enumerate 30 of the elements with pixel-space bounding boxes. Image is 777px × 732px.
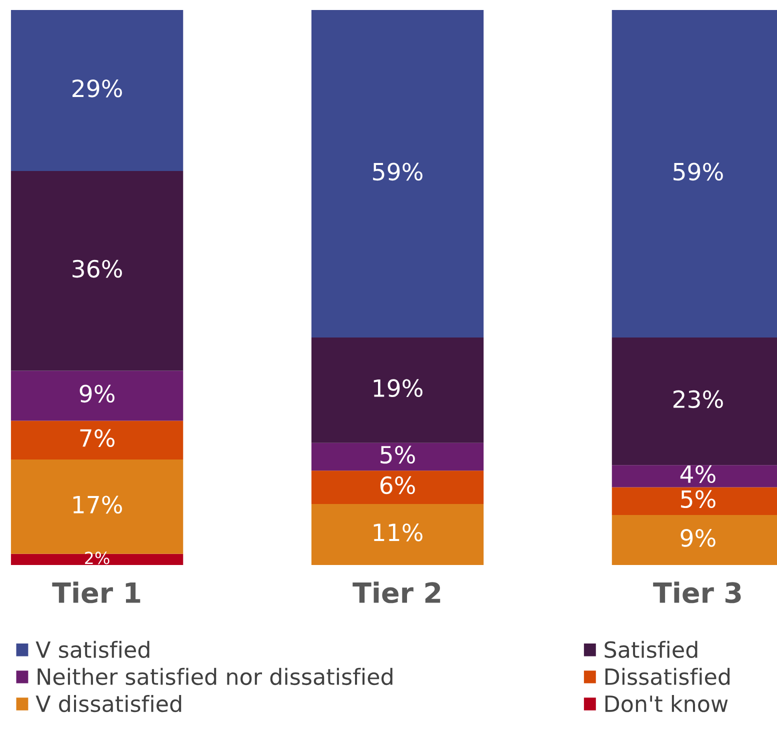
- bar: [10, 370, 184, 421]
- legend-label: Dissatisfied: [605, 668, 730, 686]
- bar: [10, 10, 184, 171]
- data-label: 6%: [380, 476, 415, 494]
- data-label: 59%: [373, 162, 422, 181]
- data-label: 7%: [80, 429, 114, 447]
- legend-label: V dissatisfied: [36, 694, 182, 712]
- data-label: 5%: [681, 490, 716, 508]
- legend-label: Neither satisfied nor dissatisfied: [38, 668, 392, 686]
- x-tick-label: Tier 1: [52, 582, 140, 604]
- data-label: 23%: [673, 390, 723, 408]
- data-label: 17%: [73, 496, 122, 514]
- bar: [10, 170, 184, 371]
- data-label: 4%: [680, 465, 716, 484]
- legend-label: Don't know: [605, 694, 728, 712]
- data-label: 9%: [680, 529, 716, 547]
- x-tick-label: Tier 3: [653, 582, 741, 604]
- data-label: 5%: [380, 446, 415, 464]
- legend-label: V satisfied: [36, 640, 150, 658]
- legend-label: Satisfied: [604, 640, 698, 658]
- data-label: 9%: [80, 384, 114, 403]
- x-tick-label: Tier 2: [352, 582, 440, 604]
- data-label: 11%: [374, 523, 422, 542]
- data-label: 59%: [674, 162, 723, 181]
- data-label: 2%: [85, 552, 110, 564]
- data-label: 29%: [72, 79, 122, 98]
- data-label: 36%: [72, 260, 122, 278]
- bar: [10, 554, 184, 565]
- data-label: 19%: [374, 379, 422, 398]
- bar: [10, 420, 184, 460]
